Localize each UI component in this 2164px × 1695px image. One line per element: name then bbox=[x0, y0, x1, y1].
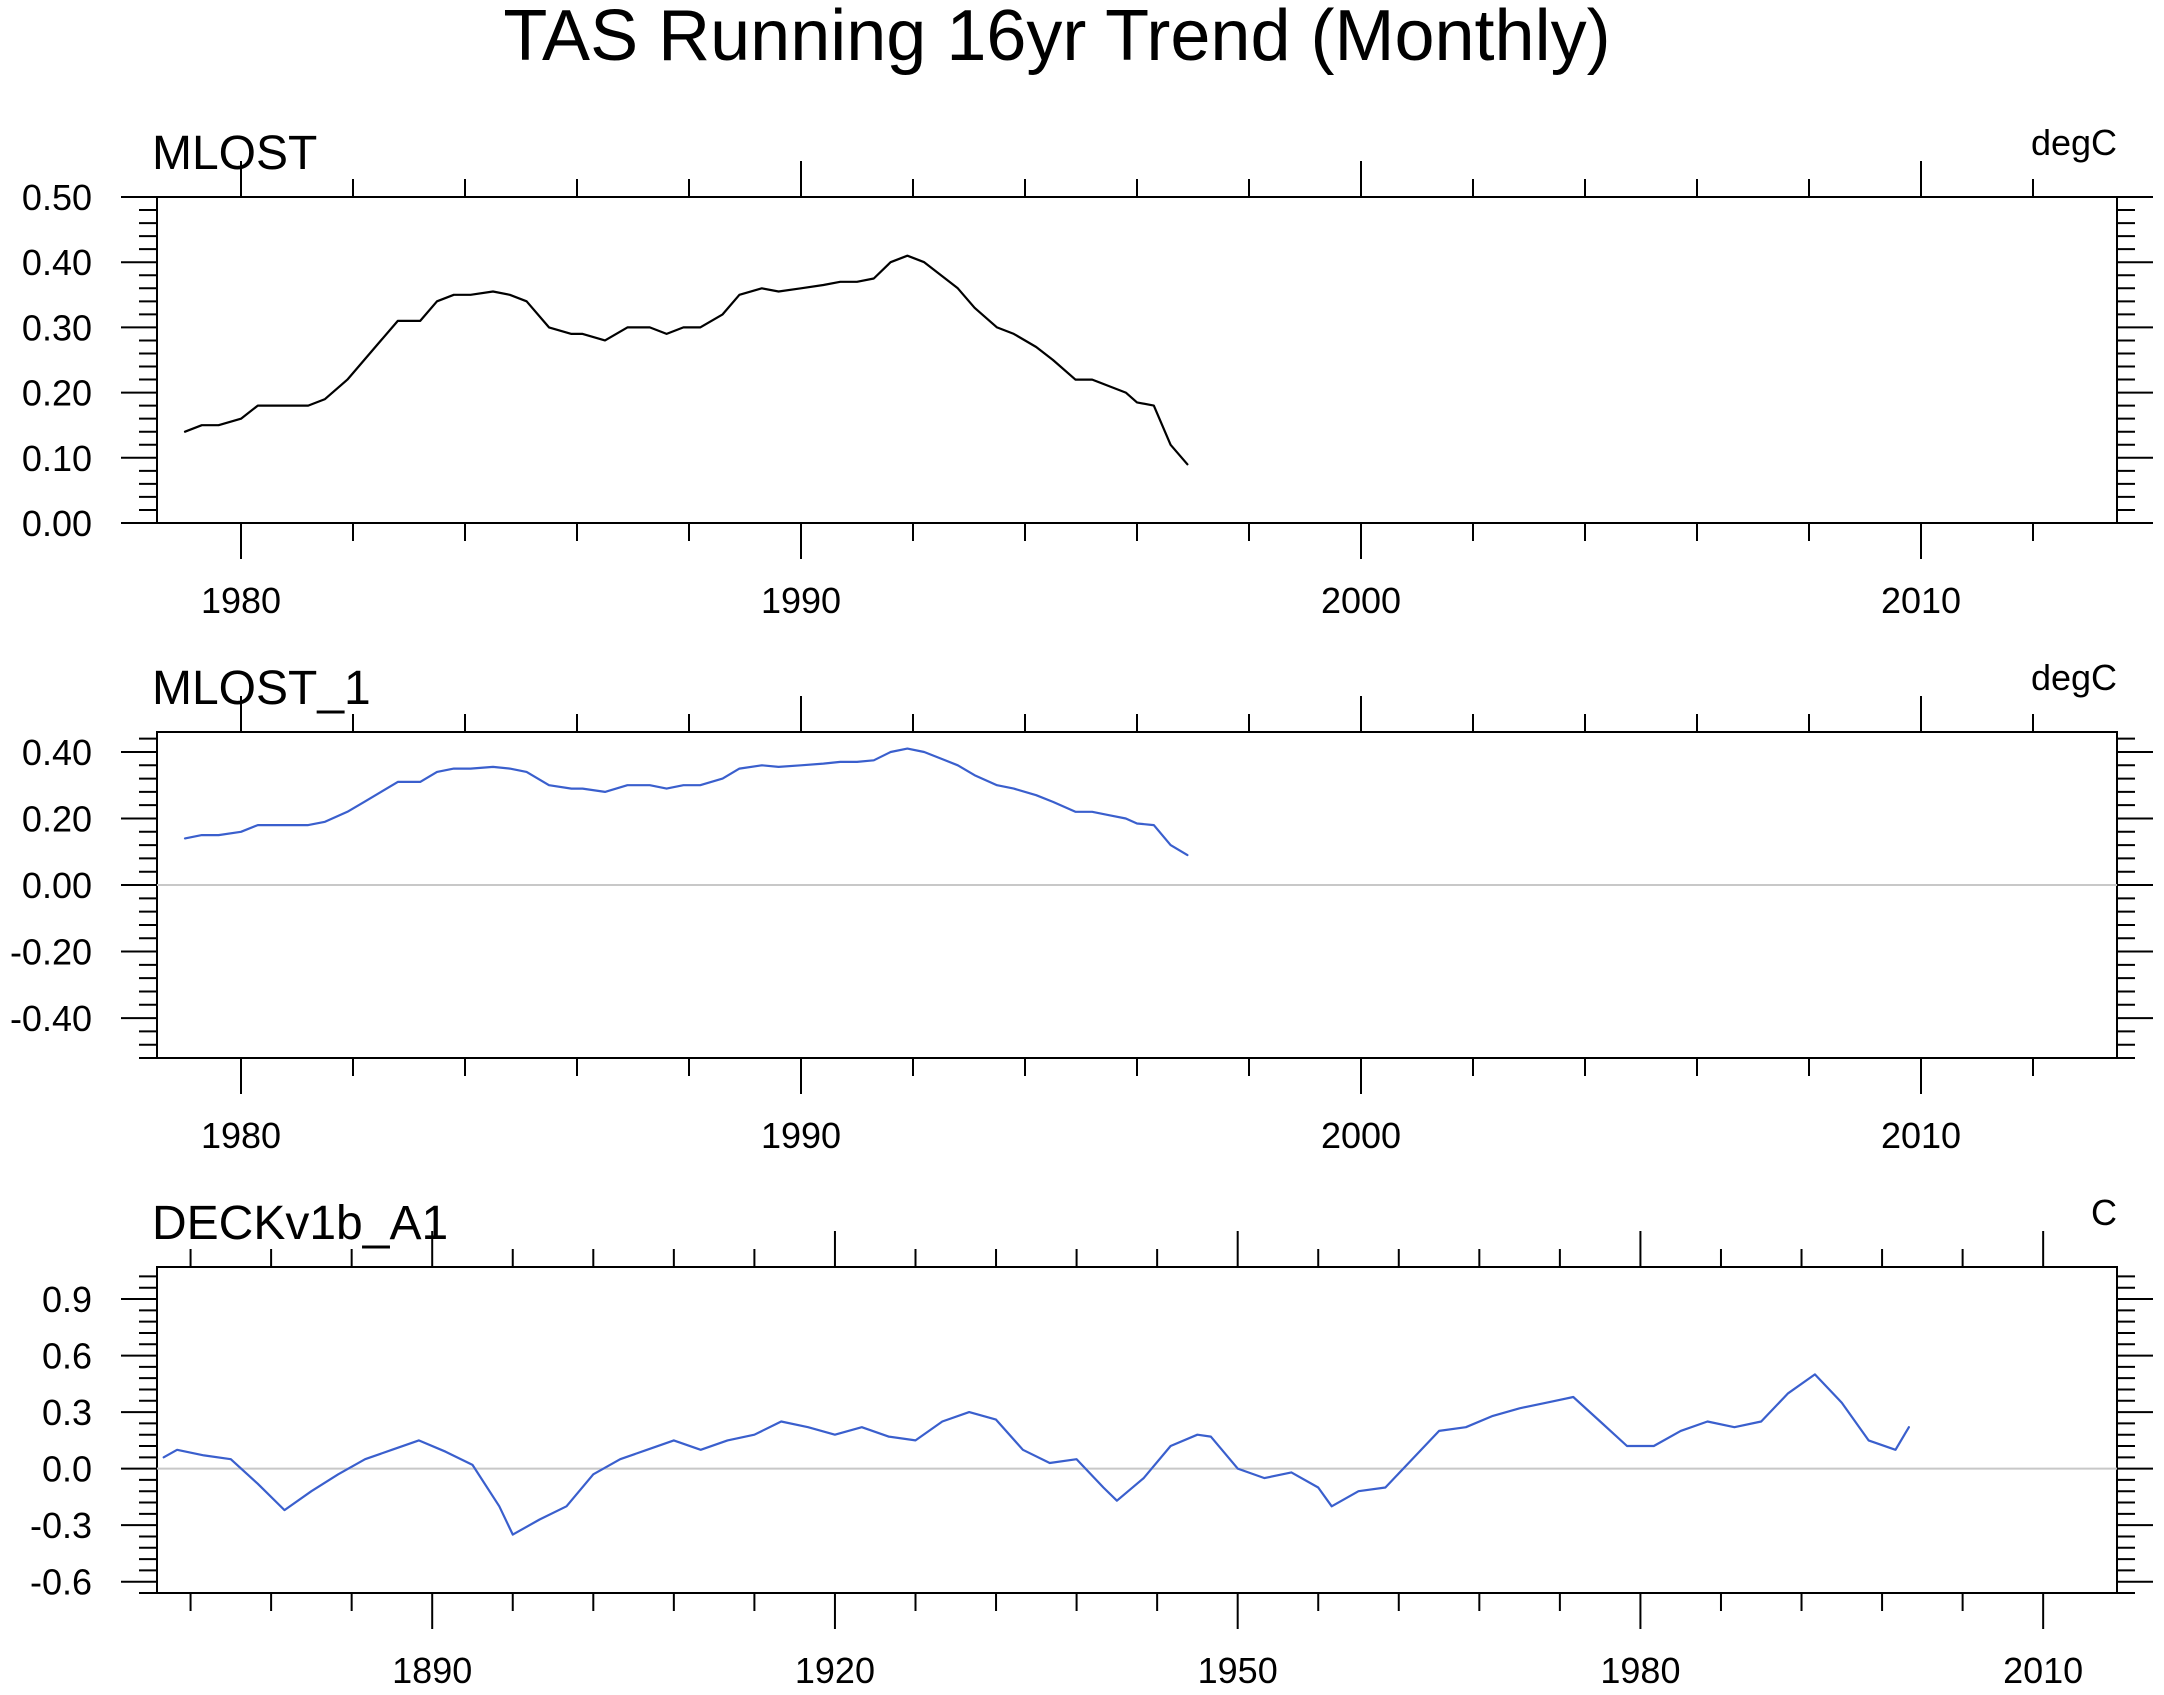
chart2-xtick-label-2010: 2010 bbox=[1881, 1115, 1961, 1156]
chart2-title: MLOST_1 bbox=[152, 662, 371, 715]
chart3-xtick-label-1950: 1950 bbox=[1198, 1650, 1278, 1691]
chart1-plot-frame bbox=[156, 196, 2118, 524]
panel-deckv1b-a1: DECKv1b_A1 C 1890 1920 1950 1980 2010 -0.6 -0.3 0… bbox=[30, 1192, 2153, 1691]
chart1-xtick-label-2010: 2010 bbox=[1881, 580, 1961, 621]
chart2-series-line bbox=[183, 747, 1189, 857]
chart1-xtick-label-2000: 2000 bbox=[1321, 580, 1401, 621]
chart1-units: degC bbox=[2031, 122, 2117, 163]
chart3-ytick-label-0-3: 0.3 bbox=[42, 1392, 92, 1433]
chart1-ytick-label-0-00: 0.00 bbox=[22, 503, 92, 544]
chart3-plot-frame bbox=[156, 1266, 2118, 1594]
chart1-title: MLOST bbox=[152, 127, 317, 180]
chart2-xtick-label-2000: 2000 bbox=[1321, 1115, 1401, 1156]
chart2-ytick-label-0-40: 0.40 bbox=[22, 732, 92, 773]
chart3-ytick-label-0-0: 0.0 bbox=[42, 1449, 92, 1490]
chart3-ytick-label-0-6: -0.6 bbox=[30, 1562, 92, 1603]
panel-mlost-1: MLOST_1 degC 1980 1990 2000 2010 -0.40 -0.20 0.0… bbox=[10, 657, 2153, 1156]
chart1-xtick-label-1990: 1990 bbox=[761, 580, 841, 621]
chart3-xtick-label-1920: 1920 bbox=[795, 1650, 875, 1691]
panel-mlost: MLOST degC 1980 1990 2000 2010 0.00 0.10 0.20 0.3… bbox=[22, 122, 2153, 621]
chart3-ytick-label-0-6: 0.6 bbox=[42, 1336, 92, 1377]
chart3-units: C bbox=[2091, 1192, 2117, 1233]
chart2-plot-frame bbox=[156, 731, 2118, 1059]
chart2-xtick-label-1980: 1980 bbox=[201, 1115, 281, 1156]
figure-title: TAS Running 16yr Trend (Monthly) bbox=[503, 0, 1610, 76]
chart1-ytick-label-0-20: 0.20 bbox=[22, 373, 92, 414]
chart3-title: DECKv1b_A1 bbox=[152, 1197, 448, 1250]
chart2-units: degC bbox=[2031, 657, 2117, 698]
chart1-ytick-label-0-50: 0.50 bbox=[22, 177, 92, 218]
chart1-series-line bbox=[183, 254, 1189, 466]
chart3-xtick-label-1980: 1980 bbox=[1600, 1650, 1680, 1691]
chart1-xtick-label-1980: 1980 bbox=[201, 580, 281, 621]
chart2-ytick-label-0-20: 0.20 bbox=[22, 798, 92, 839]
chart2-xtick-label-1990: 1990 bbox=[761, 1115, 841, 1156]
chart3-ytick-label-0-3: -0.3 bbox=[30, 1505, 92, 1546]
chart2-ytick-label-0-00: 0.00 bbox=[22, 865, 92, 906]
chart1-ytick-label-0-40: 0.40 bbox=[22, 242, 92, 283]
chart3-xtick-label-2010: 2010 bbox=[2003, 1650, 2083, 1691]
chart3-ytick-label-0-9: 0.9 bbox=[42, 1279, 92, 1320]
chart1-ytick-label-0-30: 0.30 bbox=[22, 307, 92, 348]
chart1-ytick-label-0-10: 0.10 bbox=[22, 438, 92, 479]
chart3-series-line bbox=[162, 1373, 1911, 1536]
chart3-xtick-label-1890: 1890 bbox=[392, 1650, 472, 1691]
chart2-ytick-label-0-40: -0.40 bbox=[10, 998, 92, 1039]
chart2-ytick-label-0-20: -0.20 bbox=[10, 932, 92, 973]
